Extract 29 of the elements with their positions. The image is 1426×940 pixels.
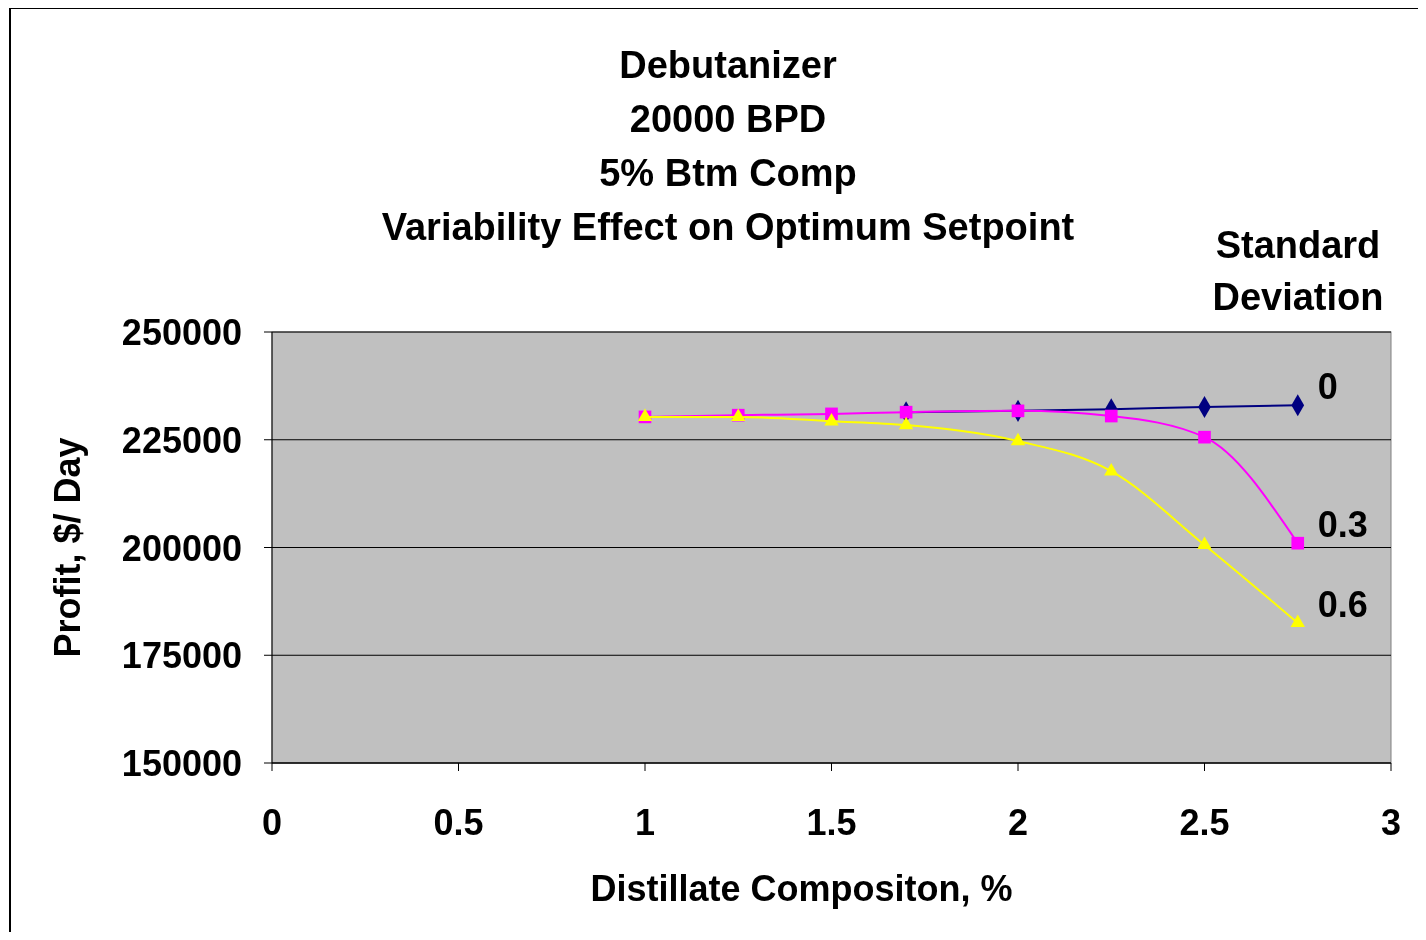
point — [1010, 432, 1026, 446]
point — [1197, 536, 1212, 550]
point — [1290, 614, 1305, 628]
series-label: 0.6 — [1317, 583, 1368, 625]
y-tick-label: 150000 — [121, 743, 242, 784]
point — [898, 416, 914, 430]
y-tick-label: 200000 — [121, 527, 242, 569]
series-label: 0 — [1317, 366, 1338, 408]
chart-title: Debutanizer 20000 BPD 5% Btm Comp Variability Effect on Optimum Setpoint — [381, 44, 1075, 248]
y-axis-title: Profit, $/ Day — [47, 437, 88, 658]
point — [1011, 404, 1025, 418]
point — [1104, 409, 1118, 423]
x-tick-label: 2.5 — [1179, 802, 1230, 843]
x-axis-title: Distillate Compositon, % — [590, 868, 1013, 909]
series-label: 0.3 — [1317, 504, 1368, 546]
x-tick-label: 0.5 — [433, 802, 484, 843]
point — [1198, 430, 1211, 444]
x-tick-label: 1 — [634, 802, 656, 843]
x-tick-label: 3 — [1380, 802, 1402, 843]
y-tick-label: 250000 — [121, 312, 242, 353]
y-tick-label: 225000 — [121, 419, 242, 461]
x-tick-label: 1.5 — [806, 802, 857, 843]
y-tick-label: 175000 — [121, 635, 242, 677]
legend-title: Standard Deviation — [1212, 224, 1384, 318]
point — [1291, 536, 1305, 550]
point — [1104, 462, 1119, 476]
x-tick-label: 2 — [1007, 802, 1029, 843]
point — [824, 412, 839, 426]
x-tick-label: 0 — [261, 802, 283, 843]
